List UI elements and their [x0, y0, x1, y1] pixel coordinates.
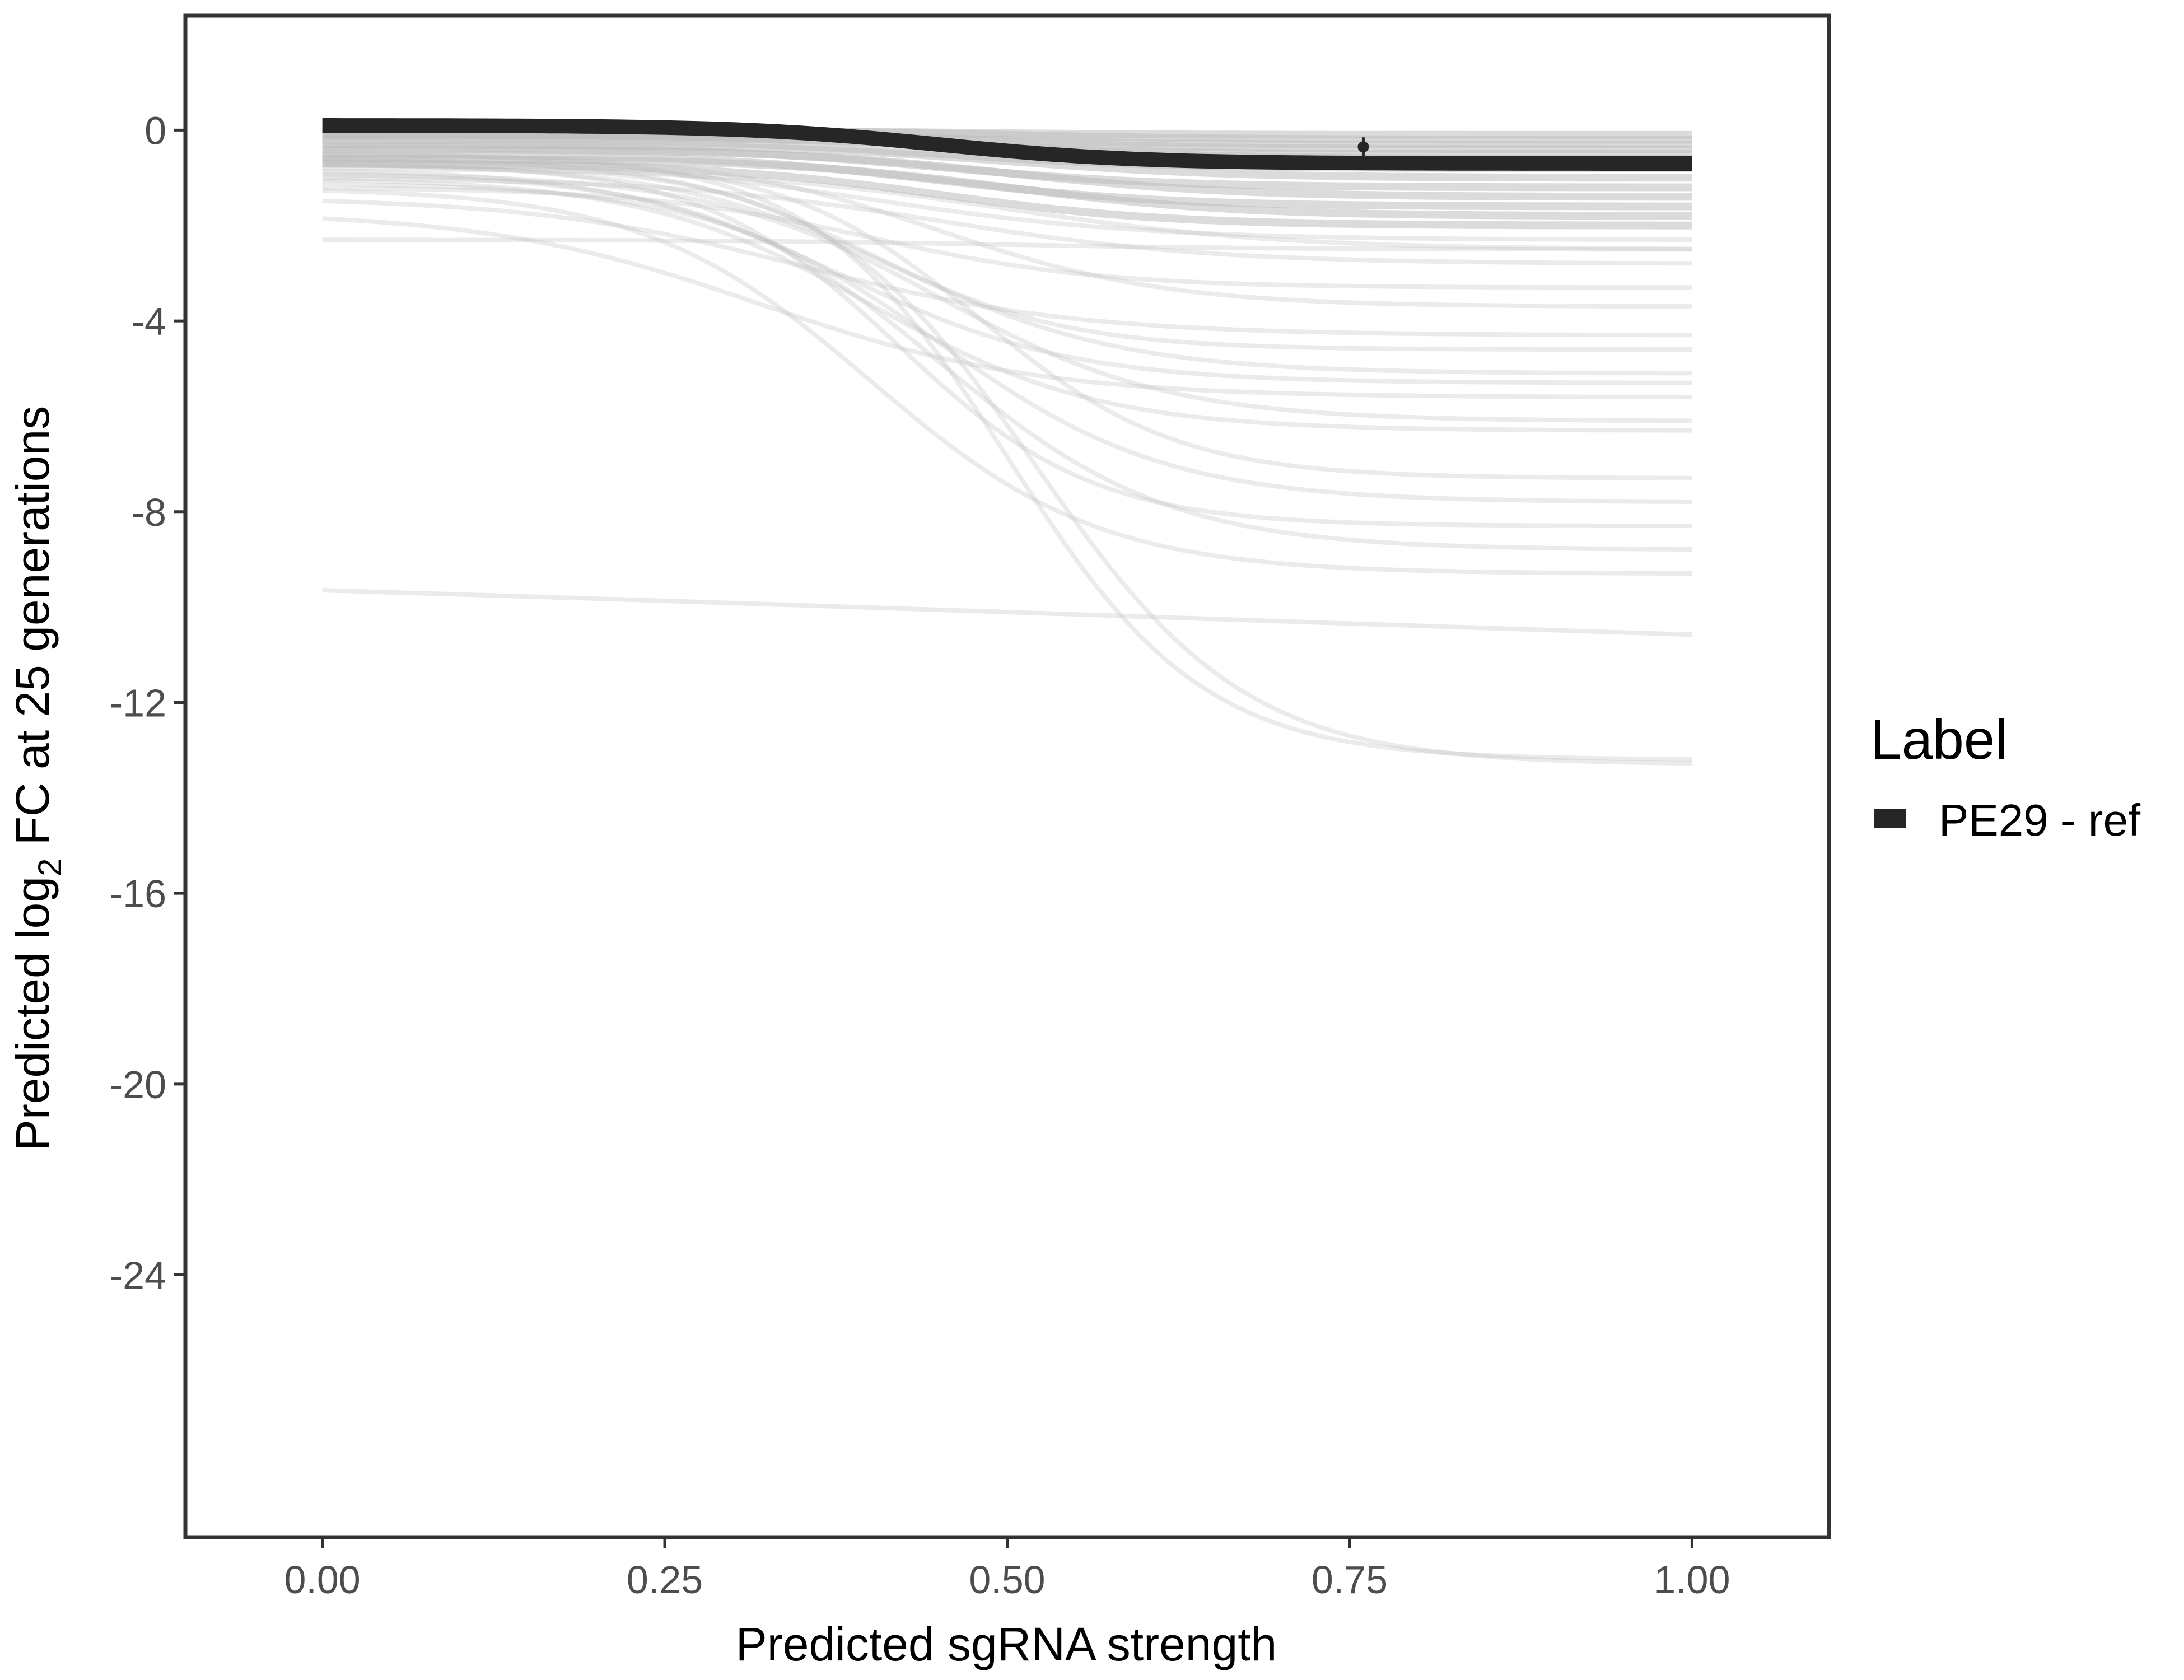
x-axis-title: Predicted sgRNA strength: [736, 1618, 1277, 1670]
legend-title: Label: [1870, 708, 2008, 771]
background-series-line-21: [322, 162, 1692, 376]
background-series-line-13: [322, 158, 1692, 242]
y-axis: 0 -4 -8 -12 -16 -20 -24: [110, 109, 185, 1298]
x-tick-label: 0.50: [969, 1558, 1045, 1602]
background-series-line-33: [322, 588, 1692, 637]
background-series-line-16: [322, 237, 1692, 252]
highlight-point: [1357, 141, 1369, 153]
y-tick-label: 0: [144, 109, 166, 152]
y-axis-title-subscript: 2: [32, 858, 68, 876]
background-series-line-17: [322, 186, 1692, 290]
highlight-series-line: [322, 118, 1692, 171]
background-series-line-26: [322, 157, 1692, 480]
background-series-line-20: [322, 157, 1692, 352]
y-axis-title-suffix: FC at 25 generations: [6, 406, 59, 858]
background-series-line-28: [322, 162, 1692, 529]
background-series-line-29: [322, 172, 1692, 552]
background-series-line-27: [322, 181, 1692, 504]
y-tick-label: -8: [132, 491, 166, 534]
background-series-line-23: [322, 216, 1692, 399]
background-series-line-12: [322, 160, 1692, 230]
background-series-line-32: [322, 162, 1692, 766]
y-tick-label: -12: [110, 681, 166, 725]
background-series-line-9: [322, 145, 1692, 201]
legend-label-pe29-ref: PE29 - ref: [1939, 795, 2141, 845]
y-tick-label: -24: [110, 1254, 166, 1298]
background-series-line-11: [322, 155, 1692, 220]
background-series-line-25: [322, 178, 1692, 433]
background-series-group: [322, 126, 1692, 766]
x-tick-label: 0.25: [627, 1558, 703, 1602]
x-axis: 0.00 0.25 0.50 0.75 1.00: [284, 1537, 1730, 1602]
highlight-series-group: [322, 118, 1692, 171]
background-series-line-19: [322, 198, 1692, 338]
legend: Label PE29 - ref: [1870, 708, 2141, 845]
background-series-line-24: [322, 172, 1692, 423]
x-tick-label: 0.00: [284, 1558, 360, 1602]
y-tick-label: -16: [110, 872, 166, 916]
background-series-line-30: [322, 188, 1692, 576]
background-series-line-15: [322, 176, 1692, 266]
x-tick-label: 1.00: [1654, 1558, 1730, 1602]
y-axis-title-prefix: Predicted log: [6, 876, 59, 1151]
y-axis-title: Predicted log2 FC at 25 generations: [6, 406, 68, 1151]
x-tick-label: 0.75: [1312, 1558, 1388, 1602]
background-series-line-22: [322, 168, 1692, 385]
background-series-line-18: [322, 152, 1692, 309]
y-tick-label: -20: [110, 1063, 166, 1107]
legend-key-pe29-ref: [1874, 809, 1906, 828]
background-series-line-14: [322, 166, 1692, 251]
background-series-line-31: [322, 152, 1692, 762]
y-tick-label: -4: [132, 300, 166, 343]
